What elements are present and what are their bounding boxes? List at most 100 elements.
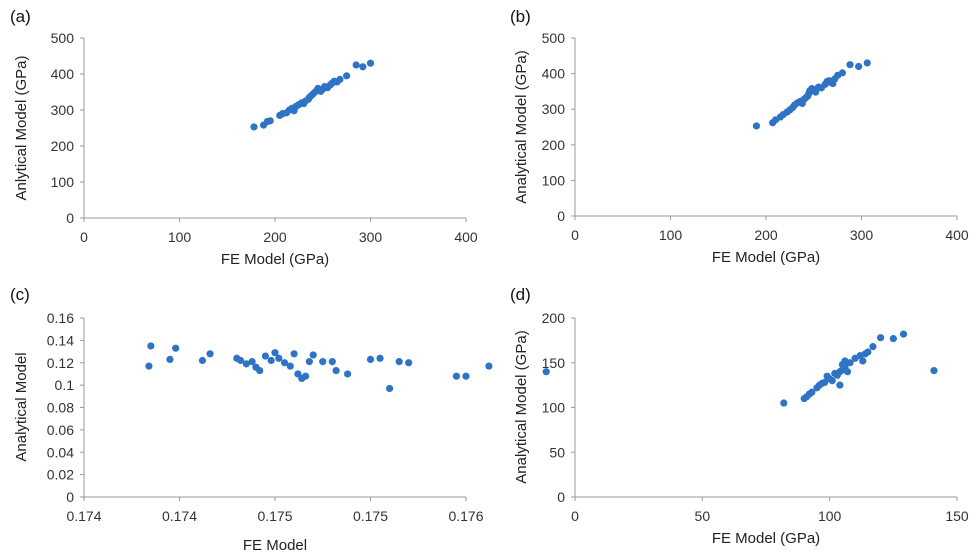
y-tick-label: 300 [51,102,75,118]
data-point [843,368,852,376]
x-tick-label: 0.175 [353,508,388,524]
data-point [198,356,207,365]
data-point [864,348,872,356]
data-point [395,358,403,366]
x-tick-label: 150 [945,508,969,524]
x-tick-label: 0.174 [66,508,101,524]
chart-panel-b: (b) 0 100 200 300 400 500 0 100 200 300 400 FE Model… [510,7,969,266]
data-point [319,358,327,366]
data-point [386,384,394,393]
data-point [838,69,847,77]
data-point [485,362,493,370]
chart-panel-c: (c) 0 0.02 0.04 0.06 0.08 0.1 0.12 0.14 0.16 0.174… [10,285,938,554]
y-tick-label: 300 [542,101,566,117]
chart-panel-a: (a) 0 100 200 300 400 500 0 100 200 300 400 FE Model… [10,7,478,268]
data-point [899,330,908,338]
panel-label: (a) [10,7,31,26]
data-point [828,377,836,385]
data-point [877,334,885,342]
data-point [366,355,375,363]
y-tick-label: 100 [51,174,75,190]
data-point [248,358,256,366]
data-point [808,388,816,396]
data-point [846,359,854,367]
data-point [237,356,245,365]
data-point [366,59,375,67]
y-tick-label: 0 [66,210,74,226]
x-tick-label: 0 [80,229,88,245]
data-point [172,344,180,352]
panel-label: (d) [510,285,531,304]
y-tick-label: 100 [542,172,566,188]
y-axis-label: Analytical Model [13,352,30,461]
data-point [405,359,413,367]
data-point [290,350,298,358]
data-point [286,362,294,370]
data-point [305,358,313,366]
data-point [166,355,174,363]
x-tick-label: 100 [168,229,192,245]
data-point [462,372,470,380]
panel-label: (b) [510,7,531,26]
x-tick-label: 0.176 [448,508,483,524]
data-point [343,370,352,378]
data-point [280,359,289,367]
x-tick-label: 100 [659,227,683,243]
data-point [256,366,264,375]
data-point [250,123,258,131]
x-tick-label: 50 [695,508,711,524]
data-point [855,62,863,71]
data-point [352,61,360,69]
y-tick-label: 200 [51,138,75,154]
data-point [336,75,344,83]
x-tick-label: 0 [571,508,579,524]
x-tick-label: 0.174 [162,508,197,524]
y-axis-label: Analytical Model (GPa) [513,50,530,203]
y-tick-label: 0.16 [47,310,74,326]
data-point [147,342,155,350]
x-tick-label: 200 [263,229,287,245]
y-tick-label: 0.06 [47,422,74,438]
data-point [343,72,351,80]
x-axis-label: FE Model (GPa) [712,249,820,266]
data-point [261,352,270,360]
data-point [271,349,279,357]
x-tick-label: 300 [850,227,874,243]
y-tick-label: 500 [542,30,566,46]
y-axis-label: Analytical Model (GPa) [513,330,530,483]
y-tick-label: 0.08 [47,400,74,416]
x-tick-label: 0.175 [257,508,292,524]
y-tick-label: 0 [66,489,74,505]
y-tick-label: 0.14 [47,332,74,348]
y-tick-label: 0 [557,208,565,224]
chart-panel-d: (d) 0 50 100 150 200 0 50 100 150 FE Model (GPa) An… [510,285,969,547]
data-point [206,350,214,358]
data-point [376,354,384,362]
y-tick-label: 50 [549,444,565,460]
data-point [145,362,153,370]
x-tick-label: 100 [818,508,842,524]
data-point [328,358,336,366]
x-tick-label: 0 [571,227,579,243]
data-point [266,117,274,125]
data-point [820,378,829,387]
x-axis-label: FE Model (GPa) [712,530,820,547]
data-point [542,368,550,376]
data-point [836,381,844,389]
data-point [846,61,854,69]
y-tick-label: 400 [542,66,566,82]
y-tick-label: 0 [557,489,565,505]
data-point [863,59,871,67]
data-point [332,366,340,375]
y-tick-label: 200 [542,310,566,326]
y-tick-label: 0.04 [47,444,74,460]
data-point [359,63,367,71]
data-point [869,343,877,351]
x-axis-label: FE Model (GPa) [221,251,329,268]
data-point [309,351,317,359]
x-tick-label: 400 [454,229,478,245]
y-tick-label: 0.1 [55,377,75,393]
y-tick-label: 400 [51,66,75,82]
y-tick-label: 200 [542,137,566,153]
